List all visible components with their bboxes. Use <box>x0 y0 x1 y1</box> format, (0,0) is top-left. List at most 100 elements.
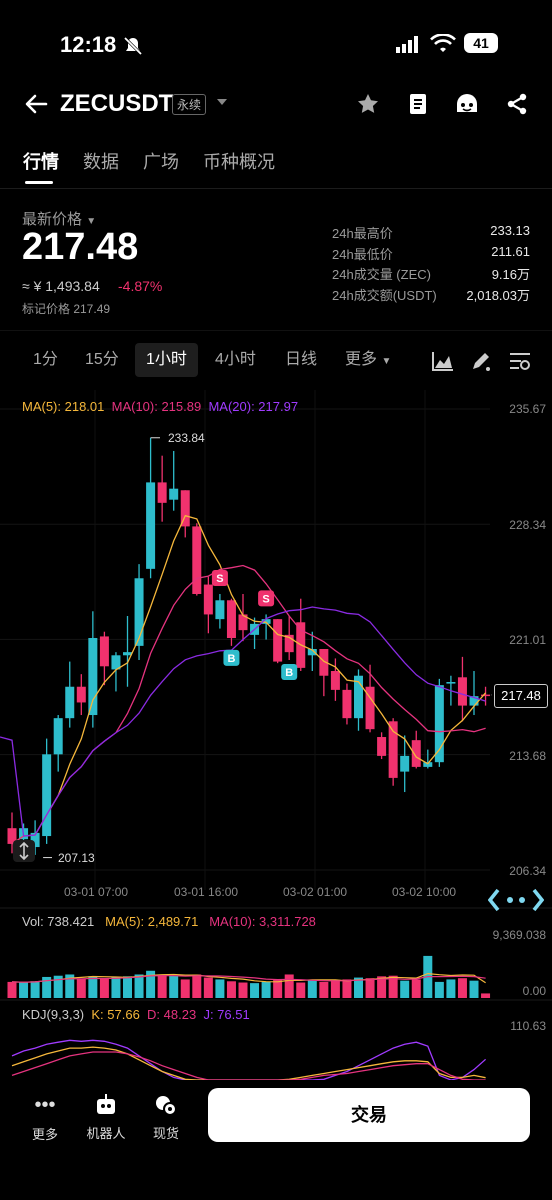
vol-ma5-line <box>11 972 486 984</box>
volume-bar <box>261 981 271 998</box>
time-axis-0: 03-01 07:00 <box>64 885 129 899</box>
volume-bar <box>342 979 352 998</box>
bottom-spot[interactable]: 现货 <box>136 1094 196 1142</box>
volume-bar <box>238 982 248 998</box>
tf-15m[interactable]: 15分 <box>85 351 119 368</box>
time-axis-3: 03-02 10:00 <box>392 885 457 899</box>
mark-price: 标记价格 217.49 <box>22 302 111 316</box>
volume-bar <box>111 976 121 998</box>
stat-high-label: 24h最高价 <box>332 226 393 241</box>
tf-4h[interactable]: 4小时 <box>215 351 256 368</box>
candle <box>388 721 398 778</box>
volume-bar <box>319 981 329 998</box>
ma20-value: MA(20): 217.97 <box>208 399 299 414</box>
stat-low-label: 24h最低价 <box>332 247 393 262</box>
vol-ma5: MA(5): 2,489.71 <box>105 914 199 929</box>
tab-data[interactable]: 数据 <box>83 152 119 172</box>
candle <box>111 655 121 670</box>
candle <box>146 482 156 569</box>
tf-daily[interactable]: 日线 <box>285 351 318 368</box>
candle <box>434 685 444 763</box>
volume-bar <box>446 979 456 998</box>
chart-settings-icon[interactable] <box>509 351 531 371</box>
volume-bar <box>53 975 63 998</box>
kdj-axis-max: 110.63 <box>510 1019 546 1033</box>
bottom-more[interactable]: ••• 更多 <box>15 1094 75 1143</box>
symbol-title[interactable]: ZECUSDT <box>60 90 174 117</box>
tf-more[interactable]: 更多 ▼ <box>345 351 392 368</box>
candle <box>30 832 40 848</box>
bottom-robot[interactable]: 机器人 <box>76 1094 136 1142</box>
back-arrow-icon[interactable] <box>24 93 48 115</box>
candle <box>319 649 329 676</box>
notebook-icon[interactable] <box>407 92 429 116</box>
volume-bar <box>388 975 398 998</box>
candle <box>377 737 387 756</box>
vol-ma10: MA(10): 3,311.728 <box>209 914 316 929</box>
volume-bar <box>134 974 144 998</box>
kdj-j: J: 76.51 <box>203 1007 250 1022</box>
volume-bar <box>30 981 40 998</box>
volume-legend: Vol: 738.421 MA(5): 2,489.71 MA(10): 3,3… <box>22 914 316 929</box>
volume-bar <box>330 980 340 998</box>
kdj-d: D: 48.23 <box>147 1007 197 1022</box>
section-divider <box>0 330 552 331</box>
kline-chart[interactable]: S S B B <box>0 390 552 1080</box>
candle <box>42 754 52 837</box>
robot-icon <box>97 1094 115 1114</box>
battery-indicator: 41 <box>464 33 498 53</box>
buy-marker <box>223 649 240 666</box>
alert-bot-icon[interactable] <box>454 92 480 116</box>
volume-bar <box>284 974 294 998</box>
volume-bar <box>273 980 283 998</box>
candle <box>134 578 144 646</box>
vol-value: Vol: 738.421 <box>22 914 95 929</box>
latest-price-label[interactable]: 最新价格 ▼ <box>22 211 97 228</box>
tab-market[interactable]: 行情 <box>23 152 59 172</box>
ma10-value: MA(10): 215.89 <box>111 399 202 414</box>
candle <box>76 686 86 703</box>
ma20-line <box>0 606 486 837</box>
volume-bar <box>226 981 236 998</box>
bottom-more-label: 更多 <box>31 1127 58 1142</box>
indicator-chart-icon[interactable] <box>432 351 454 371</box>
vol-axis-min: 0.00 <box>522 984 546 998</box>
marker-label: B <box>285 667 293 679</box>
tf-1h[interactable]: 1小时 <box>135 343 198 377</box>
chevron-down-icon[interactable] <box>217 99 227 107</box>
stat-high-value: 233.13 <box>490 223 530 238</box>
candle <box>481 694 491 697</box>
candle <box>354 675 363 719</box>
trade-button[interactable]: 交易 <box>208 1088 530 1142</box>
volume-bar <box>157 975 167 998</box>
stat-turnover-value: 2,018.03万 <box>466 288 530 303</box>
wifi-icon <box>430 34 456 52</box>
candle <box>157 482 167 503</box>
contract-type-badge: 永续 <box>172 94 207 115</box>
volume-bar <box>365 978 375 998</box>
share-icon[interactable] <box>505 92 529 116</box>
candle <box>192 526 202 594</box>
volume-bar <box>146 970 156 998</box>
kdj-d-line <box>11 1051 486 1080</box>
tab-square[interactable]: 广场 <box>143 152 179 172</box>
volume-bar <box>180 979 190 998</box>
candle <box>65 686 75 719</box>
star-icon[interactable] <box>356 92 380 116</box>
sell-marker <box>258 590 275 607</box>
tf-1m[interactable]: 1分 <box>33 351 58 368</box>
candle <box>365 686 375 730</box>
volume-bar <box>65 974 75 998</box>
candle <box>273 619 283 662</box>
volume-bar <box>76 978 86 998</box>
candle <box>457 677 467 706</box>
volume-bar <box>203 977 213 998</box>
draw-pen-icon[interactable] <box>470 350 492 372</box>
exchange-logo-icon <box>488 888 544 912</box>
high-annotation: 233.84 <box>168 431 205 445</box>
volume-bar <box>99 978 109 998</box>
candle <box>342 689 352 719</box>
tab-coin-overview[interactable]: 币种概况 <box>203 152 275 172</box>
signal-icon <box>396 36 418 53</box>
low-annotation: 207.13 <box>58 851 95 865</box>
